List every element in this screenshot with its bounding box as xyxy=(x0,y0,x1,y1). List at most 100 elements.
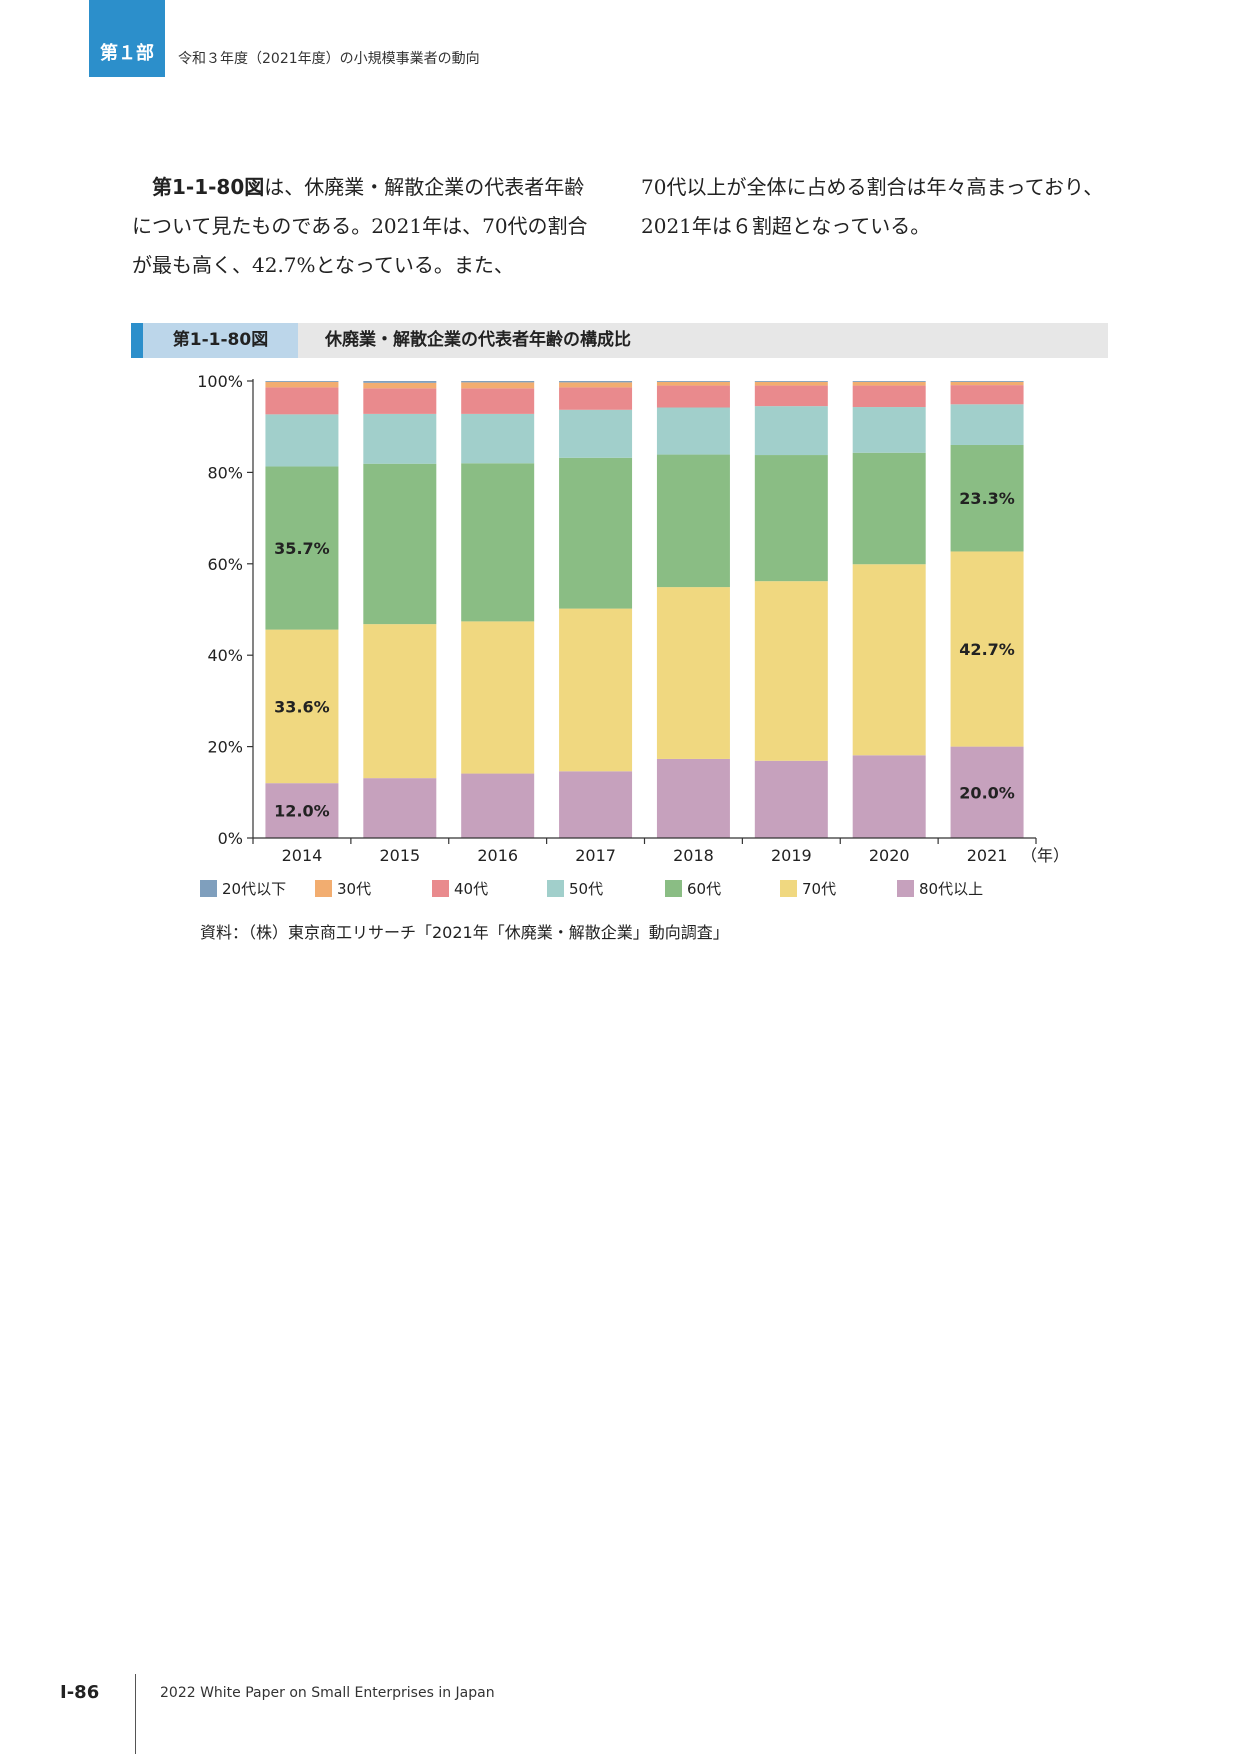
body-paragraph-right: 70代以上が全体に占める割合は年々高まっており、2021年は６割超となっている。 xyxy=(641,175,1104,238)
figure-title: 休廃業・解散企業の代表者年齢の構成比 xyxy=(325,330,631,350)
bar-segment xyxy=(950,444,1024,552)
bar-segment xyxy=(754,581,828,761)
legend-swatch xyxy=(432,879,449,897)
bar-segment xyxy=(559,387,633,410)
bar-segment xyxy=(559,409,633,458)
bar-segment xyxy=(656,385,730,408)
data-label: 12.0% xyxy=(274,802,330,821)
bar-segment xyxy=(852,452,926,565)
bar-segment xyxy=(852,381,926,382)
bar-segment xyxy=(363,463,437,625)
bar-segment xyxy=(852,407,926,453)
legend-label: 20代以下 xyxy=(222,879,287,898)
bar-segment xyxy=(559,771,633,838)
bar-segment xyxy=(265,629,339,784)
figure-number: 第1-1-80図 xyxy=(143,323,298,358)
bar-segment xyxy=(950,404,1024,445)
legend-swatch xyxy=(665,879,682,897)
legend-swatch xyxy=(315,879,332,897)
footer-divider xyxy=(135,1674,136,1754)
part-tab: 第１部 xyxy=(89,0,165,77)
part-title: 令和３年度（2021年度）の小規模事業者の動向 xyxy=(178,51,480,67)
bar-segment xyxy=(461,773,535,838)
bar-segment xyxy=(363,413,437,464)
bar-segment xyxy=(363,624,437,779)
publication-title: 2022 White Paper on Small Enterprises in… xyxy=(160,1685,495,1701)
bar-segment xyxy=(461,381,535,383)
legend-item: 60代 xyxy=(665,877,721,899)
part-label: 第１部 xyxy=(100,43,154,64)
bar-segment xyxy=(461,463,535,622)
bar-segment xyxy=(461,413,535,464)
bar-segment xyxy=(950,381,1024,386)
legend-swatch xyxy=(200,879,217,897)
bar-segment xyxy=(656,407,730,455)
legend-label: 80代以上 xyxy=(919,879,984,898)
bar-segment xyxy=(852,564,926,756)
legend-item: 50代 xyxy=(547,877,603,899)
bar-segment xyxy=(754,381,828,382)
bar-segment xyxy=(754,406,828,456)
bar-segment xyxy=(559,381,633,383)
bar-segment xyxy=(265,414,339,467)
y-tick-label: 40% xyxy=(207,646,243,665)
bar-segment xyxy=(950,381,1024,382)
bar-segment xyxy=(656,454,730,588)
y-tick-label: 80% xyxy=(207,463,243,482)
legend-item: 40代 xyxy=(432,877,488,899)
legend-label: 60代 xyxy=(687,879,722,898)
bar-segment xyxy=(265,387,339,415)
bar-segment xyxy=(950,746,1024,838)
figure-reference: 第1-1-80図 xyxy=(152,175,265,199)
bar-segment xyxy=(461,382,535,389)
y-tick-label: 100% xyxy=(197,372,243,391)
legend-item: 70代 xyxy=(780,877,836,899)
bar-segment xyxy=(950,551,1024,747)
x-axis-unit-label: （年） xyxy=(1021,846,1069,865)
legend-label: 50代 xyxy=(569,879,604,898)
y-tick-label: 0% xyxy=(218,829,243,848)
bar-segment xyxy=(265,783,339,838)
bar-segment xyxy=(754,760,828,838)
x-tick-label: 2016 xyxy=(477,846,518,865)
x-tick-label: 2017 xyxy=(575,846,616,865)
x-tick-label: 2018 xyxy=(673,846,714,865)
bar-segment xyxy=(461,621,535,774)
bar-segment xyxy=(363,382,437,389)
bar-segment xyxy=(852,385,926,408)
bar-segment xyxy=(656,587,730,759)
figure-accent-bar xyxy=(131,323,143,358)
bar-segment xyxy=(363,778,437,838)
legend-swatch xyxy=(547,879,564,897)
legend-label: 70代 xyxy=(802,879,837,898)
legend-swatch xyxy=(780,879,797,897)
legend-swatch xyxy=(897,879,914,897)
bar-segment xyxy=(656,758,730,838)
chart-legend: 20代以下 30代 40代 50代 60代 70代 80代以上 xyxy=(200,877,1100,899)
legend-item: 30代 xyxy=(315,877,371,899)
legend-label: 40代 xyxy=(454,879,489,898)
x-tick-label: 2019 xyxy=(771,846,812,865)
data-label: 33.6% xyxy=(274,697,330,716)
data-label: 23.3% xyxy=(959,489,1015,508)
x-tick-label: 2015 xyxy=(379,846,420,865)
bar-segment xyxy=(265,381,339,388)
data-label: 20.0% xyxy=(959,783,1015,802)
y-tick-label: 60% xyxy=(207,555,243,574)
body-paragraph-left: 第1-1-80図は、休廃業・解散企業の代表者年齢について見たものである。2021… xyxy=(132,168,602,285)
legend-item: 80代以上 xyxy=(897,877,983,899)
bar-segment xyxy=(265,381,339,382)
page-number: Ⅰ-86 xyxy=(60,1682,100,1703)
bar-segment xyxy=(559,608,633,772)
bar-segment xyxy=(559,457,633,609)
bar-segment xyxy=(656,381,730,382)
data-label: 35.7% xyxy=(274,539,330,558)
y-tick-label: 20% xyxy=(207,738,243,757)
bar-segment xyxy=(950,385,1024,405)
stacked-bar-chart: 12.0% 33.6% 35.7% 20.0% 42.7% 23.3% 0% 20% 40% 60… xyxy=(197,372,1069,865)
bar-segment xyxy=(656,381,730,386)
source-note: 資料：（株）東京商工リサーチ「2021年「休廃業・解散企業」動向調査」 xyxy=(200,923,729,942)
x-tick-label: 2014 xyxy=(282,846,323,865)
bar-segment xyxy=(461,388,535,414)
bar-segment xyxy=(852,381,926,386)
